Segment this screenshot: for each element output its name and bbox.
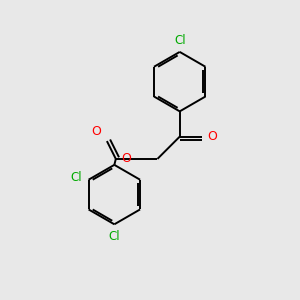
Text: Cl: Cl <box>70 171 82 184</box>
Text: O: O <box>122 152 131 164</box>
Text: Cl: Cl <box>174 34 185 46</box>
Text: Cl: Cl <box>109 230 120 243</box>
Text: O: O <box>207 130 217 143</box>
Text: O: O <box>92 124 102 137</box>
